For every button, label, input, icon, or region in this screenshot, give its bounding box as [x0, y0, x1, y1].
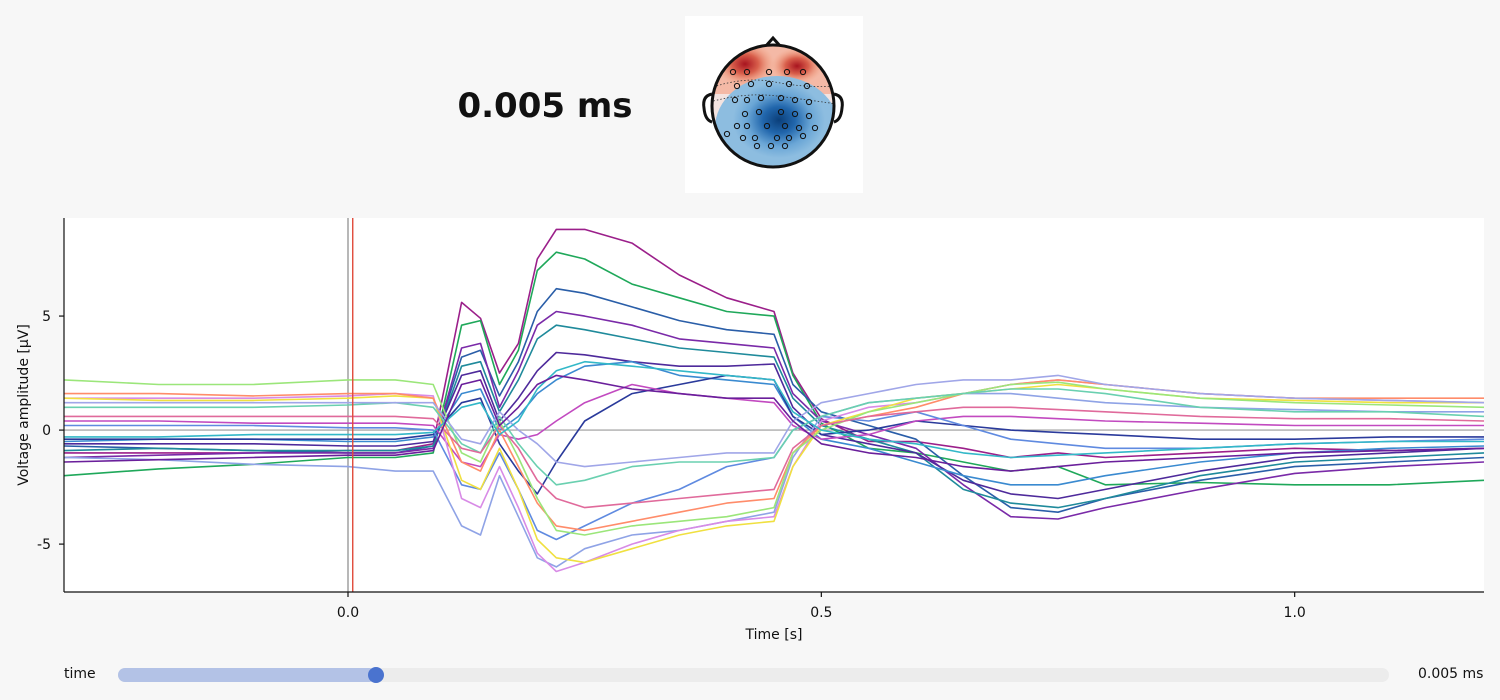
head-topomap-icon	[702, 35, 844, 169]
plot-area-background	[64, 218, 1484, 592]
channel-line-2[interactable]	[63, 251, 1485, 486]
channel-line-4[interactable]	[63, 310, 1485, 520]
channel-line-10[interactable]	[64, 411, 1485, 541]
axes: 0.0 0.5 1.0 5 0 -5	[37, 218, 1484, 621]
channel-line-17[interactable]	[64, 374, 1485, 468]
time-slider-row: time 0.005 ms	[0, 660, 1500, 690]
channel-line-20[interactable]	[63, 374, 1485, 472]
topomap-panel	[685, 16, 863, 193]
time-slider-fill	[118, 668, 377, 682]
channel-line-18[interactable]	[64, 406, 1485, 509]
series-lines	[63, 218, 1485, 592]
electrode-markers	[723, 68, 819, 150]
time-slider-label: time	[64, 666, 96, 682]
left-ear-icon	[702, 92, 713, 124]
channel-line-14[interactable]	[64, 379, 1484, 532]
y-tick-label: 5	[42, 309, 51, 325]
right-ear-icon	[833, 92, 844, 124]
erp-butterfly-plot[interactable]: 0.0 0.5 1.0 5 0 -5 Time [s] Voltage amplitude…	[0, 218, 1500, 648]
y-tick-label: 0	[42, 423, 51, 439]
y-axis-label: Voltage amplitude [µV]	[16, 324, 32, 486]
time-slider-value: 0.005 ms	[1418, 666, 1484, 682]
channel-line-7[interactable]	[63, 360, 1485, 486]
channel-line-19[interactable]	[64, 360, 1484, 459]
channel-line-5[interactable]	[63, 324, 1485, 509]
y-tick-label: -5	[37, 537, 51, 553]
x-tick-label: 1.0	[1284, 605, 1306, 621]
channel-line-16[interactable]	[64, 388, 1485, 486]
channel-line-15[interactable]	[63, 379, 1485, 536]
x-tick-label: 0.0	[337, 605, 359, 621]
x-tick-label: 0.5	[810, 605, 832, 621]
channel-line-6[interactable]	[64, 351, 1485, 500]
head-outline	[710, 43, 836, 169]
current-time-title: 0.005 ms	[457, 86, 633, 126]
x-axis-label: Time [s]	[745, 627, 803, 643]
time-slider-handle[interactable]	[368, 667, 385, 683]
channel-line-8[interactable]	[64, 374, 1484, 495]
time-slider-track[interactable]	[118, 667, 1389, 683]
erp-plot-svg[interactable]: 0.0 0.5 1.0 5 0 -5 Time [s] Voltage amplitude…	[0, 218, 1500, 648]
